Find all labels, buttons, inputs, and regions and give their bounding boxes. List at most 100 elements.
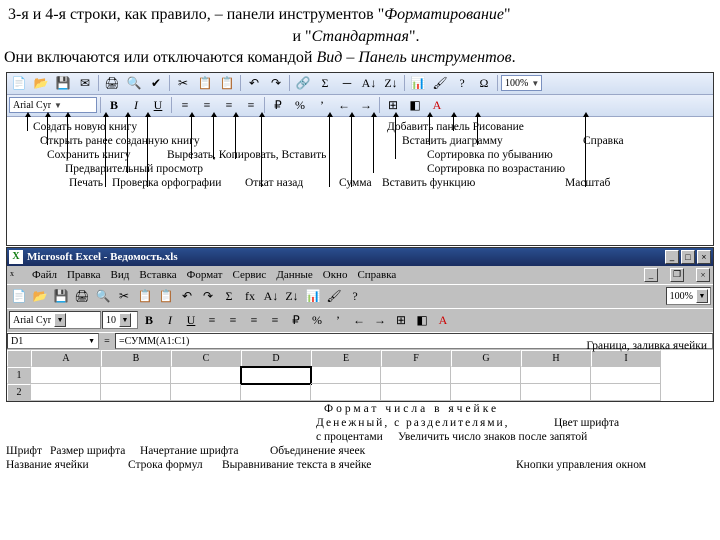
sort-asc-icon[interactable]: A↓	[359, 74, 379, 92]
cell[interactable]	[451, 367, 521, 384]
copy-icon[interactable]: 📋	[195, 74, 215, 92]
paste97-icon[interactable]: 📋	[156, 286, 176, 306]
cell[interactable]	[311, 367, 381, 384]
new-icon[interactable]: 📄	[9, 74, 29, 92]
col-D[interactable]: D	[241, 350, 311, 367]
underline-icon[interactable]: U	[148, 96, 168, 114]
chart97-icon[interactable]: 📊	[303, 286, 323, 306]
sum97-icon[interactable]: Σ	[219, 286, 239, 306]
col-F[interactable]: F	[381, 350, 451, 367]
maximize-button[interactable]: □	[681, 250, 695, 264]
row-2[interactable]: 2	[7, 384, 31, 401]
cut97-icon[interactable]: ✂	[114, 286, 134, 306]
omega-icon[interactable]: Ω	[474, 74, 494, 92]
redo97-icon[interactable]: ↷	[198, 286, 218, 306]
menu-help[interactable]: Справка	[357, 269, 396, 281]
undo-icon[interactable]: ↶	[244, 74, 264, 92]
percent97-icon[interactable]: %	[307, 310, 327, 330]
cell[interactable]	[241, 384, 311, 401]
merge97-icon[interactable]: ≡	[265, 310, 285, 330]
child-minimize-button[interactable]: _	[644, 268, 658, 282]
draw97-icon[interactable]: 🖌	[324, 286, 344, 306]
menu-file[interactable]: Файл	[32, 269, 57, 281]
worksheet-grid[interactable]: A B C D E F G H I 1 2	[7, 350, 713, 401]
cell[interactable]	[101, 367, 171, 384]
thou97-icon[interactable]: ’	[328, 310, 348, 330]
sortdesc97-icon[interactable]: Z↓	[282, 286, 302, 306]
percent-icon[interactable]: %	[290, 96, 310, 114]
row-1[interactable]: 1	[7, 367, 31, 384]
print-icon[interactable]: 🖨	[102, 74, 122, 92]
function-icon[interactable]: ─	[337, 74, 357, 92]
save-icon[interactable]: 💾	[53, 74, 73, 92]
cell[interactable]	[451, 384, 521, 401]
copy97-icon[interactable]: 📋	[135, 286, 155, 306]
fx-equals-icon[interactable]: =	[99, 333, 115, 349]
fill97-icon[interactable]: ◧	[412, 310, 432, 330]
redo-icon[interactable]: ↷	[266, 74, 286, 92]
cell[interactable]	[521, 367, 591, 384]
spellcheck-icon[interactable]: ✔	[146, 74, 166, 92]
col-I[interactable]: I	[591, 350, 661, 367]
cell[interactable]	[381, 367, 451, 384]
open-icon[interactable]: 📂	[31, 74, 51, 92]
fill-color-icon[interactable]: ◧	[405, 96, 425, 114]
save97-icon[interactable]: 💾	[51, 286, 71, 306]
col-G[interactable]: G	[451, 350, 521, 367]
cell[interactable]	[171, 367, 241, 384]
fontsize97-combo[interactable]: 10▼	[102, 311, 138, 329]
decup97-icon[interactable]: →	[370, 310, 390, 330]
col-E[interactable]: E	[311, 350, 381, 367]
open97-icon[interactable]: 📂	[30, 286, 50, 306]
cell[interactable]	[31, 367, 101, 384]
menu-format[interactable]: Формат	[187, 269, 223, 281]
help-icon[interactable]: ?	[452, 74, 472, 92]
preview97-icon[interactable]: 🔍	[93, 286, 113, 306]
bold97-icon[interactable]: B	[139, 310, 159, 330]
new97-icon[interactable]: 📄	[9, 286, 29, 306]
cell[interactable]	[311, 384, 381, 401]
italic97-icon[interactable]: I	[160, 310, 180, 330]
menu-view[interactable]: Вид	[111, 269, 130, 281]
decdown97-icon[interactable]: ←	[349, 310, 369, 330]
child-restore-button[interactable]: ❐	[670, 268, 684, 282]
menu-insert[interactable]: Вставка	[139, 269, 176, 281]
paste-icon[interactable]: 📋	[217, 74, 237, 92]
underline97-icon[interactable]: U	[181, 310, 201, 330]
help97-icon[interactable]: ?	[345, 286, 365, 306]
drawing-icon[interactable]: 🖌	[430, 74, 450, 92]
currency97-icon[interactable]: ₽	[286, 310, 306, 330]
cell[interactable]	[241, 367, 311, 384]
fx97-icon[interactable]: fx	[240, 286, 260, 306]
menu-data[interactable]: Данные	[276, 269, 312, 281]
col-H[interactable]: H	[521, 350, 591, 367]
sortasc97-icon[interactable]: A↓	[261, 286, 281, 306]
cell[interactable]	[591, 384, 661, 401]
mail-icon[interactable]: ✉	[75, 74, 95, 92]
menu-tools[interactable]: Сервис	[233, 269, 267, 281]
cell[interactable]	[31, 384, 101, 401]
zoom-combo[interactable]: 100%▼	[501, 75, 542, 91]
menu-window[interactable]: Окно	[323, 269, 348, 281]
minimize-button[interactable]: _	[665, 250, 679, 264]
cell[interactable]	[381, 384, 451, 401]
menu-edit[interactable]: Правка	[67, 269, 101, 281]
child-close-button[interactable]: ×	[696, 268, 710, 282]
cut-icon[interactable]: ✂	[173, 74, 193, 92]
select-all-corner[interactable]	[7, 350, 31, 367]
fontcolor97-icon[interactable]: A	[433, 310, 453, 330]
alignc97-icon[interactable]: ≡	[223, 310, 243, 330]
col-A[interactable]: A	[31, 350, 101, 367]
zoom97-combo[interactable]: 100%▼	[666, 287, 711, 305]
chart-icon[interactable]: 📊	[408, 74, 428, 92]
name-box[interactable]: D1▼	[7, 333, 99, 349]
cell[interactable]	[521, 384, 591, 401]
link-icon[interactable]: 🔗	[293, 74, 313, 92]
border97-icon[interactable]: ⊞	[391, 310, 411, 330]
cell[interactable]	[101, 384, 171, 401]
sort-desc-icon[interactable]: Z↓	[381, 74, 401, 92]
alignr97-icon[interactable]: ≡	[244, 310, 264, 330]
col-B[interactable]: B	[101, 350, 171, 367]
sum-icon[interactable]: Σ	[315, 74, 335, 92]
undo97-icon[interactable]: ↶	[177, 286, 197, 306]
